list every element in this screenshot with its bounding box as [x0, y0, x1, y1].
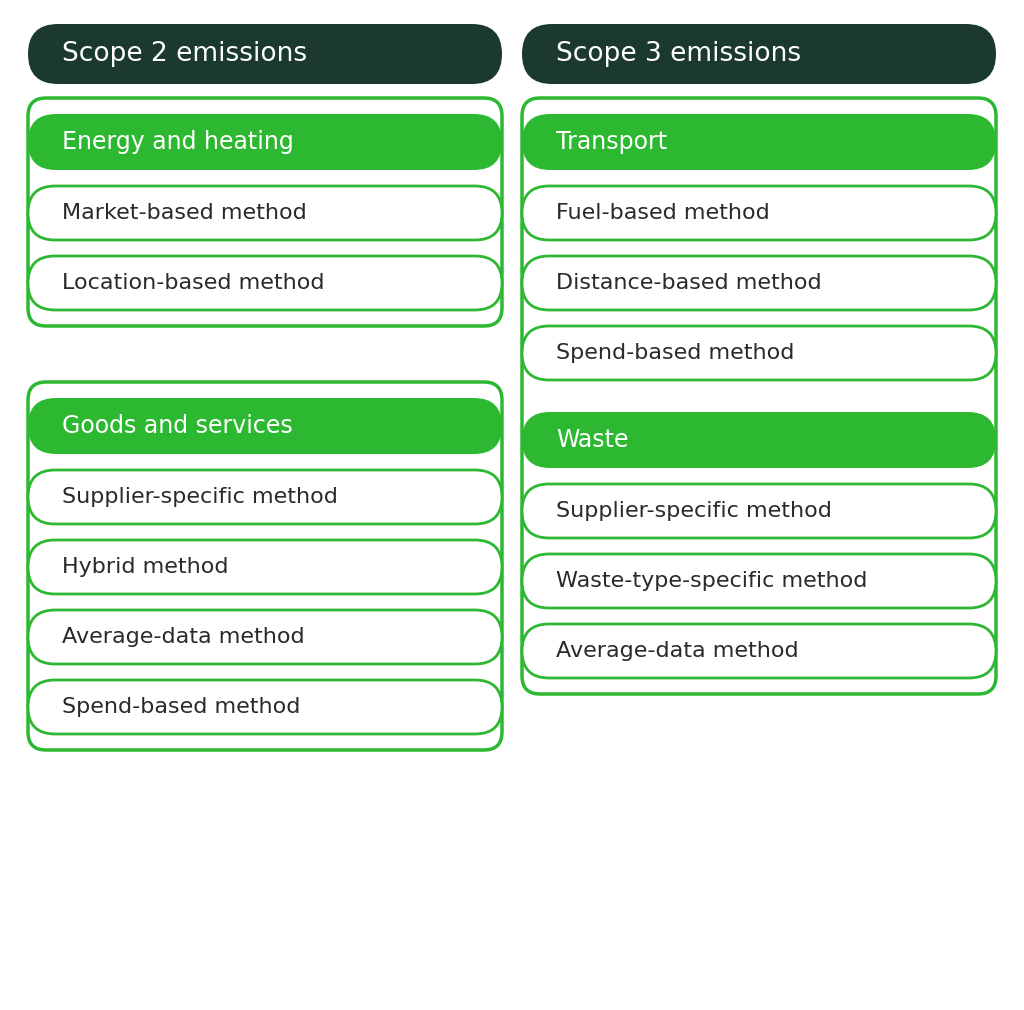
FancyBboxPatch shape	[28, 680, 502, 734]
Text: Hybrid method: Hybrid method	[62, 557, 228, 577]
Text: Scope 3 emissions: Scope 3 emissions	[556, 41, 801, 67]
Text: Average-data method: Average-data method	[62, 627, 305, 647]
Text: Waste: Waste	[556, 428, 629, 452]
Text: Distance-based method: Distance-based method	[556, 273, 821, 293]
FancyBboxPatch shape	[28, 186, 502, 240]
FancyBboxPatch shape	[522, 98, 996, 694]
Text: Waste-type-specific method: Waste-type-specific method	[556, 571, 867, 591]
Text: Spend-based method: Spend-based method	[62, 697, 300, 717]
Text: Market-based method: Market-based method	[62, 203, 307, 223]
Text: Spend-based method: Spend-based method	[556, 343, 795, 363]
Text: Transport: Transport	[556, 130, 668, 154]
Text: Energy and heating: Energy and heating	[62, 130, 294, 154]
FancyBboxPatch shape	[28, 540, 502, 594]
Text: Goods and services: Goods and services	[62, 414, 293, 438]
FancyBboxPatch shape	[522, 114, 996, 170]
FancyBboxPatch shape	[522, 256, 996, 310]
FancyBboxPatch shape	[522, 484, 996, 538]
FancyBboxPatch shape	[28, 98, 502, 326]
FancyBboxPatch shape	[522, 554, 996, 608]
FancyBboxPatch shape	[522, 326, 996, 380]
Text: Location-based method: Location-based method	[62, 273, 325, 293]
Text: Fuel-based method: Fuel-based method	[556, 203, 770, 223]
FancyBboxPatch shape	[28, 256, 502, 310]
Text: Average-data method: Average-data method	[556, 641, 799, 661]
Text: Supplier-specific method: Supplier-specific method	[62, 487, 338, 507]
FancyBboxPatch shape	[522, 412, 996, 468]
FancyBboxPatch shape	[28, 398, 502, 454]
FancyBboxPatch shape	[28, 24, 502, 84]
FancyBboxPatch shape	[522, 24, 996, 84]
Text: Supplier-specific method: Supplier-specific method	[556, 501, 833, 521]
FancyBboxPatch shape	[28, 610, 502, 664]
Text: Scope 2 emissions: Scope 2 emissions	[62, 41, 307, 67]
FancyBboxPatch shape	[522, 186, 996, 240]
FancyBboxPatch shape	[28, 114, 502, 170]
FancyBboxPatch shape	[28, 382, 502, 750]
FancyBboxPatch shape	[522, 624, 996, 678]
FancyBboxPatch shape	[28, 470, 502, 524]
